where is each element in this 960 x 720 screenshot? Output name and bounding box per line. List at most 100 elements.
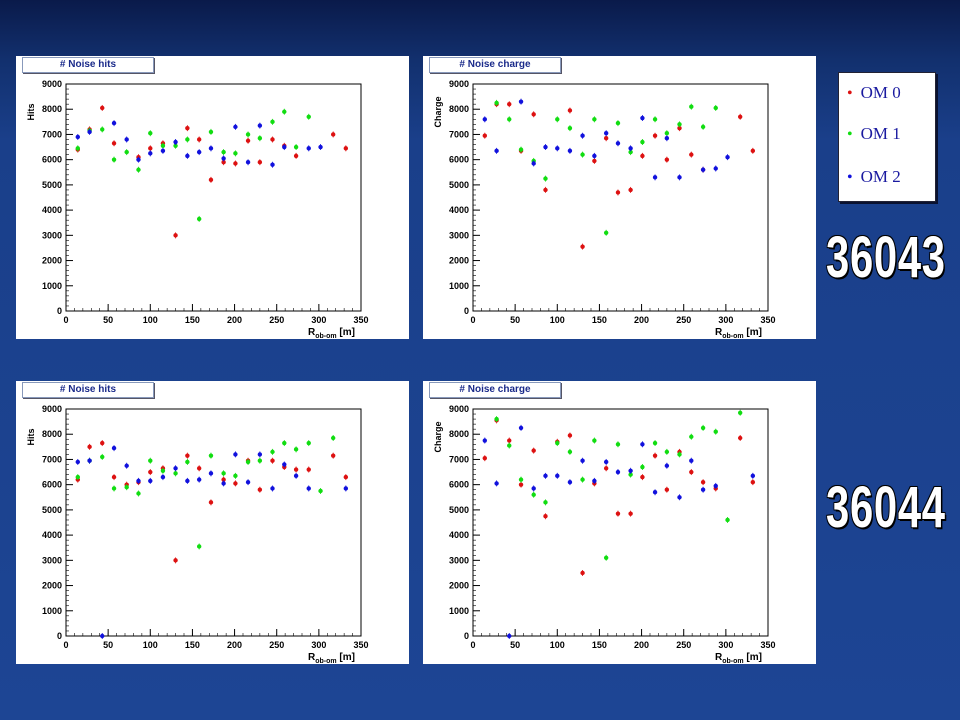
data-point <box>208 177 214 183</box>
data-point <box>615 190 621 195</box>
data-point <box>664 136 670 141</box>
y-tick-label: 2000 <box>449 256 469 266</box>
data-point <box>482 438 487 443</box>
data-point <box>531 161 536 166</box>
data-point <box>592 117 597 122</box>
data-point <box>270 162 275 167</box>
x-tick-label: 200 <box>634 315 649 325</box>
data-point <box>615 442 621 447</box>
data-point <box>196 216 202 222</box>
data-point <box>640 139 645 145</box>
data-point <box>592 153 597 159</box>
data-point <box>173 558 178 563</box>
data-point <box>482 117 487 122</box>
y-tick-label: 8000 <box>449 429 469 439</box>
data-point <box>306 114 311 119</box>
x-tick-label: 300 <box>311 315 326 325</box>
data-point <box>75 459 80 465</box>
y-tick-label: 1000 <box>42 606 62 616</box>
data-point <box>148 458 153 463</box>
data-point <box>221 471 226 476</box>
y-axis-label: Hits <box>26 428 36 445</box>
data-point <box>750 479 756 485</box>
legend-box: • OM 0 • OM 1 • OM 2 <box>838 72 936 202</box>
y-tick-label: 4000 <box>449 530 469 540</box>
data-point <box>603 459 609 465</box>
data-point <box>221 477 226 482</box>
data-point <box>713 429 718 434</box>
data-point <box>677 495 682 500</box>
data-point <box>208 471 214 476</box>
plot-frame <box>65 408 362 637</box>
data-point <box>640 153 645 159</box>
data-point <box>664 463 670 468</box>
data-point <box>652 175 658 180</box>
data-point <box>124 149 129 155</box>
legend-dot-icon: • <box>847 169 853 186</box>
y-tick-label: 0 <box>464 631 469 641</box>
data-point <box>233 151 238 156</box>
data-point <box>494 100 499 106</box>
chart-title: # Noise hits <box>22 57 154 73</box>
data-point <box>196 544 202 549</box>
y-tick-label: 7000 <box>42 129 62 139</box>
data-point <box>652 453 658 458</box>
data-point <box>100 440 105 446</box>
data-point <box>531 112 536 117</box>
data-point <box>282 144 287 150</box>
data-point <box>567 433 573 438</box>
y-axis-label: Charge <box>433 421 443 452</box>
data-point <box>750 473 756 479</box>
data-point <box>208 146 214 151</box>
data-point <box>173 471 178 476</box>
x-tick-label: 350 <box>760 315 775 325</box>
legend-item-om0: • OM 0 <box>847 83 901 103</box>
data-point <box>257 487 263 492</box>
data-point <box>518 147 524 152</box>
data-point <box>700 479 706 485</box>
x-tick-label: 250 <box>269 315 284 325</box>
data-point <box>185 478 190 484</box>
data-point <box>136 491 141 496</box>
data-point <box>518 425 524 431</box>
data-point <box>725 154 730 160</box>
data-point <box>111 141 117 146</box>
data-point <box>330 453 336 458</box>
data-point <box>160 143 166 148</box>
data-point <box>628 511 633 516</box>
data-point <box>282 440 287 446</box>
data-point <box>580 458 585 463</box>
data-point <box>615 141 621 146</box>
data-point <box>555 117 560 122</box>
data-point <box>160 148 166 154</box>
chart-title: # Noise hits <box>22 382 154 398</box>
data-point <box>592 438 597 443</box>
data-point <box>543 144 548 150</box>
data-point <box>185 153 190 159</box>
y-tick-label: 6000 <box>42 480 62 490</box>
x-tick-label: 300 <box>718 640 733 650</box>
data-point <box>543 500 548 505</box>
data-point <box>257 458 263 463</box>
data-point <box>507 633 512 639</box>
chart-panel-charge-top: 0 1000 2000 3000 4000 5000 6000 7000 8000 9000 0 50… <box>423 56 816 339</box>
data-point <box>750 148 756 154</box>
data-point <box>257 159 263 165</box>
data-point <box>580 477 585 482</box>
y-tick-label: 3000 <box>42 230 62 240</box>
x-tick-label: 0 <box>470 315 475 325</box>
data-point <box>603 230 609 236</box>
y-tick-label: 3000 <box>449 230 469 240</box>
data-point <box>221 481 226 486</box>
data-point <box>245 159 251 165</box>
data-point <box>185 137 190 142</box>
data-point <box>233 124 238 130</box>
data-point <box>111 486 117 491</box>
y-axis-label: Charge <box>433 96 443 127</box>
data-point <box>737 410 743 415</box>
data-point <box>628 468 633 473</box>
y-axis-label: Hits <box>26 103 36 120</box>
chart-title: # Noise charge <box>429 57 561 73</box>
data-point <box>664 157 670 162</box>
data-point <box>713 483 718 489</box>
